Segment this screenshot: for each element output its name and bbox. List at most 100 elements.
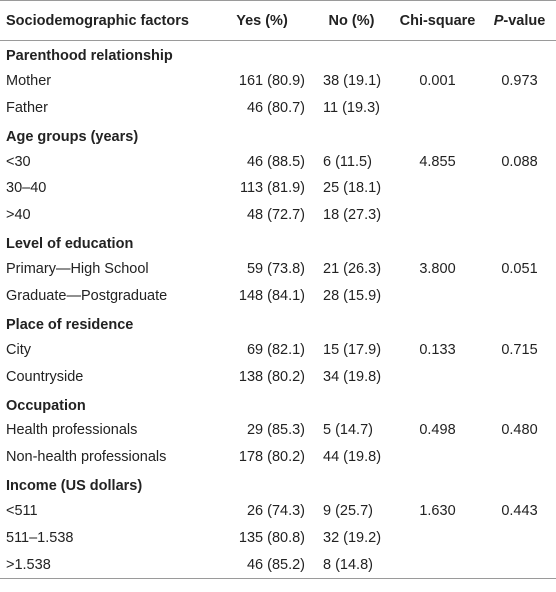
cell-yes: 59 (73.8) bbox=[246, 261, 305, 278]
table-row: >40 48 (72.7) 18 (27.3) bbox=[0, 202, 556, 229]
cell-chi-square bbox=[392, 283, 483, 310]
table-row: <30 46 (88.5) 6 (11.5) 4.855 0.088 bbox=[0, 148, 556, 175]
cell-no: 32 (19.2) bbox=[323, 529, 382, 546]
cell-chi-square bbox=[392, 202, 483, 229]
table-body: Parenthood relationship Mother 161 (80.9) 3… bbox=[0, 41, 556, 579]
table-row: City 69 (82.1) 15 (17.9) 0.133 0.715 bbox=[0, 336, 556, 363]
cell-no: 11 (19.3) bbox=[323, 99, 380, 116]
row-label: Countryside bbox=[6, 368, 84, 385]
section-header-row: Income (US dollars) bbox=[0, 471, 556, 498]
cell-chi-square bbox=[392, 94, 483, 121]
cell-p-value: 0.088 bbox=[501, 153, 538, 170]
cell-no: 44 (19.8) bbox=[323, 449, 382, 466]
row-label: City bbox=[6, 341, 31, 358]
table-row: Father 46 (80.7) 11 (19.3) bbox=[0, 94, 556, 121]
sociodemographic-table: Sociodemographic factors Yes (%) No (%) … bbox=[0, 0, 556, 579]
header-p-value: P-value bbox=[483, 1, 556, 41]
cell-chi-square: 1.630 bbox=[419, 503, 456, 520]
header-no: No (%) bbox=[328, 12, 375, 29]
cell-chi-square: 0.001 bbox=[419, 72, 456, 89]
cell-no: 34 (19.8) bbox=[323, 368, 382, 385]
row-label: 30–40 bbox=[6, 180, 47, 197]
row-label: Father bbox=[6, 99, 48, 116]
row-label: Health professionals bbox=[6, 422, 138, 439]
cell-no: 6 (11.5) bbox=[323, 153, 372, 170]
cell-p-value bbox=[483, 283, 556, 310]
header-p-letter: P bbox=[493, 12, 504, 29]
cell-p-value bbox=[483, 551, 556, 578]
header-yes: Yes (%) bbox=[236, 12, 288, 29]
table-row: Graduate—Postgraduate 148 (84.1) 28 (15.9) bbox=[0, 283, 556, 310]
cell-chi-square bbox=[392, 363, 483, 390]
cell-chi-square: 4.855 bbox=[419, 153, 456, 170]
cell-p-value bbox=[483, 202, 556, 229]
cell-chi-square: 0.498 bbox=[419, 422, 456, 439]
section-header-row: Place of residence bbox=[0, 309, 556, 336]
cell-chi-square bbox=[392, 525, 483, 552]
cell-yes: 113 (81.9) bbox=[239, 180, 305, 197]
cell-yes: 69 (82.1) bbox=[246, 341, 305, 358]
header-p-suffix: -value bbox=[503, 12, 546, 29]
row-label: Primary—High School bbox=[6, 261, 149, 278]
cell-p-value bbox=[483, 175, 556, 202]
row-label: <30 bbox=[6, 153, 31, 170]
row-label: Non-health professionals bbox=[6, 449, 167, 466]
header-chi-square: Chi-square bbox=[399, 12, 476, 29]
section-header-row: Age groups (years) bbox=[0, 121, 556, 148]
section-title: Occupation bbox=[6, 397, 86, 414]
section-title: Place of residence bbox=[6, 316, 134, 333]
section-title: Parenthood relationship bbox=[6, 48, 173, 65]
cell-yes: 148 (84.1) bbox=[238, 287, 305, 304]
table-row: >1.538 46 (85.2) 8 (14.8) bbox=[0, 551, 556, 579]
table-row: 511–1.538 135 (80.8) 32 (19.2) bbox=[0, 525, 556, 552]
row-label: <511 bbox=[6, 503, 38, 520]
cell-p-value bbox=[483, 525, 556, 552]
cell-no: 21 (26.3) bbox=[323, 261, 382, 278]
section-header-row: Level of education bbox=[0, 229, 556, 256]
table-row: Health professionals 29 (85.3) 5 (14.7) 0.4… bbox=[0, 417, 556, 444]
cell-no: 28 (15.9) bbox=[323, 287, 382, 304]
row-label: Graduate—Postgraduate bbox=[6, 287, 168, 304]
cell-no: 38 (19.1) bbox=[323, 72, 382, 89]
cell-no: 8 (14.8) bbox=[323, 556, 373, 573]
cell-yes: 46 (80.7) bbox=[246, 99, 305, 116]
cell-yes: 46 (85.2) bbox=[246, 556, 305, 573]
cell-yes: 46 (88.5) bbox=[246, 153, 305, 170]
cell-yes: 138 (80.2) bbox=[238, 368, 305, 385]
cell-yes: 135 (80.8) bbox=[238, 529, 305, 546]
section-header-row: Occupation bbox=[0, 390, 556, 417]
cell-no: 5 (14.7) bbox=[323, 422, 373, 439]
section-title: Income (US dollars) bbox=[6, 478, 143, 495]
row-label: Mother bbox=[6, 72, 52, 89]
section-title: Level of education bbox=[6, 236, 134, 253]
cell-p-value: 0.480 bbox=[501, 422, 538, 439]
table-row: Countryside 138 (80.2) 34 (19.8) bbox=[0, 363, 556, 390]
table-row: Mother 161 (80.9) 38 (19.1) 0.001 0.973 bbox=[0, 67, 556, 94]
table-row: 30–40 113 (81.9) 25 (18.1) bbox=[0, 175, 556, 202]
row-label: >1.538 bbox=[6, 556, 51, 573]
table-row: <511 26 (74.3) 9 (25.7) 1.630 0.443 bbox=[0, 498, 556, 525]
cell-no: 15 (17.9) bbox=[323, 341, 382, 358]
header-row: Sociodemographic factors Yes (%) No (%) … bbox=[0, 0, 556, 41]
cell-no: 18 (27.3) bbox=[323, 207, 382, 224]
row-label: 511–1.538 bbox=[6, 529, 74, 546]
cell-chi-square: 0.133 bbox=[419, 341, 456, 358]
table-row: Non-health professionals 178 (80.2) 44 (19… bbox=[0, 444, 556, 471]
table-header: Sociodemographic factors Yes (%) No (%) … bbox=[0, 0, 556, 41]
row-label: >40 bbox=[6, 207, 31, 224]
cell-p-value: 0.051 bbox=[501, 261, 538, 278]
header-factors: Sociodemographic factors bbox=[6, 12, 189, 29]
cell-yes: 26 (74.3) bbox=[246, 503, 305, 520]
cell-p-value bbox=[483, 363, 556, 390]
cell-no: 9 (25.7) bbox=[323, 503, 373, 520]
cell-yes: 48 (72.7) bbox=[246, 207, 305, 224]
section-header-row: Parenthood relationship bbox=[0, 41, 556, 68]
cell-yes: 161 (80.9) bbox=[238, 72, 305, 89]
cell-yes: 29 (85.3) bbox=[246, 422, 305, 439]
cell-p-value: 0.973 bbox=[501, 72, 538, 89]
cell-yes: 178 (80.2) bbox=[238, 449, 305, 466]
table-row: Primary—High School 59 (73.8) 21 (26.3) 3.8… bbox=[0, 256, 556, 283]
cell-p-value bbox=[483, 94, 556, 121]
cell-chi-square bbox=[392, 175, 483, 202]
